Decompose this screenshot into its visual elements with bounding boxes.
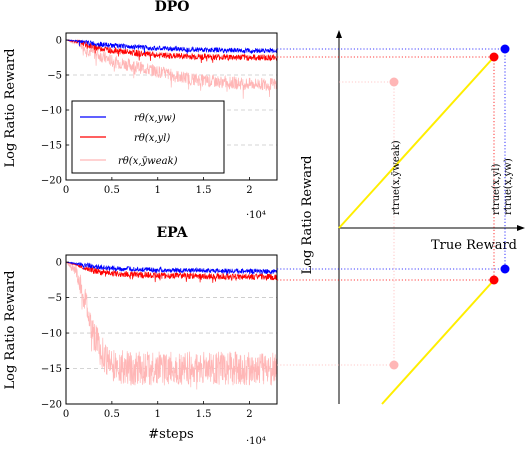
diagram-guides (277, 48, 506, 366)
y-tick-label: −20 (41, 176, 62, 187)
series-line (65, 261, 278, 390)
y-tick-label: −10 (41, 106, 62, 117)
x-tick-label: 2 (246, 185, 252, 196)
x-tick-label: 1 (155, 409, 161, 420)
point-weak-upper (389, 77, 399, 87)
series-line (65, 39, 278, 99)
legend-label-yl: rθ(x,yl) (134, 133, 170, 144)
x-tick-label: 0 (63, 185, 69, 196)
epa-title: EPA (156, 225, 188, 241)
point-yl-lower (489, 275, 499, 285)
x-tick-label: 2 (246, 409, 252, 420)
series-line (66, 261, 278, 275)
diagram-y-axis-arrow (336, 30, 342, 38)
point-yw-lower (500, 264, 510, 274)
dpo-x-exponent: ·10⁴ (246, 210, 266, 221)
dpo-panel: DPO Log Ratio Reward 0−5−10−15−200 0.5 1 1.… (3, 0, 278, 221)
y-tick-label: −20 (41, 400, 62, 411)
point-yl-upper (489, 52, 499, 62)
diagram-x-axis-label: True Reward (431, 238, 517, 253)
y-tick-label: −5 (47, 293, 62, 304)
series-line (66, 39, 278, 64)
diagram-y-axis-label: Log Ratio Reward (300, 156, 315, 275)
x-tick-label: 0.5 (104, 409, 120, 420)
x-tick-label: 1 (155, 185, 161, 196)
legend-label-weak: rθ(x,ȳweak) (118, 156, 178, 167)
point-weak-lower (389, 360, 399, 370)
label-rtrue-yl: rtrue(x,yl) (491, 163, 502, 215)
y-tick-label: 0 (56, 36, 62, 47)
x-tick-label: 1.5 (196, 185, 212, 196)
series-line (66, 39, 278, 54)
epa-x-axis-label: #steps (148, 427, 193, 442)
dpo-series (65, 39, 278, 99)
epa-y-axis-label: Log Ratio Reward (3, 271, 18, 390)
epa-plot-frame (65, 254, 278, 405)
epa-ticks: 0−5−10−15−200 0.5 1 1.5 2 (41, 258, 253, 420)
dpo-ticks: 0−5−10−15−200 0.5 1 1.5 2 (41, 36, 253, 197)
diagram-x-axis-arrow (517, 225, 525, 231)
reward-line-lower (381, 279, 495, 405)
reward-line-upper (338, 56, 495, 229)
y-tick-label: −15 (41, 141, 62, 152)
epa-x-exponent: ·10⁴ (246, 436, 266, 447)
label-rtrue-yw: rtrue(x,yw) (503, 158, 514, 215)
diagram-panel: True Reward Log Ratio Reward (277, 30, 525, 405)
x-tick-label: 1.5 (196, 409, 212, 420)
series-line (66, 261, 278, 283)
y-tick-label: −15 (41, 364, 62, 375)
y-tick-label: −5 (47, 71, 62, 82)
dpo-plot-frame (65, 32, 278, 181)
dpo-y-axis-label: Log Ratio Reward (3, 49, 18, 168)
epa-panel: EPA Log Ratio Reward 0−5−10−15−200 0.5 1 1.… (3, 225, 278, 447)
dpo-legend: rθ(x,yw) rθ(x,yl) rθ(x,ȳweak) (71, 100, 225, 174)
legend-label-yw: rθ(x,yw) (134, 113, 176, 124)
x-tick-label: 0 (63, 409, 69, 420)
label-rtrue-weak: rtrue(x,ȳweak) (391, 140, 402, 215)
x-tick-label: 0.5 (104, 185, 120, 196)
y-tick-label: 0 (56, 258, 62, 269)
dpo-title: DPO (155, 0, 190, 15)
y-tick-label: −10 (41, 329, 62, 340)
epa-series (65, 261, 278, 390)
point-yw-upper (500, 44, 510, 54)
